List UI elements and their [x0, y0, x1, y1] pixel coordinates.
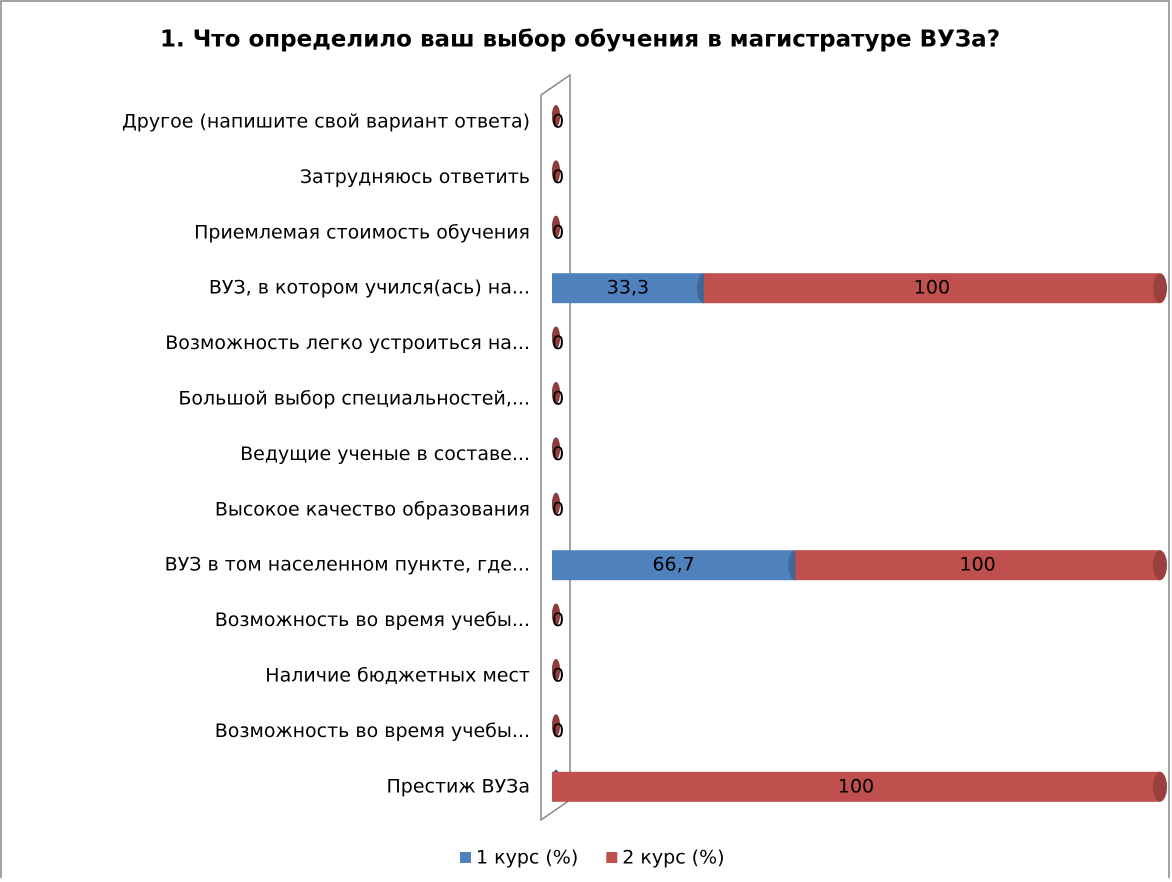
category-label: Возможность легко устроиться на... — [165, 332, 530, 354]
data-label: 0 — [552, 498, 564, 520]
bar-end — [552, 326, 560, 349]
bar-end — [552, 382, 560, 404]
category-label: Высокое качество образования — [215, 498, 530, 520]
data-label: 0 — [552, 111, 564, 133]
bar-end — [552, 492, 560, 515]
bar — [552, 771, 1160, 802]
data-label: 0 — [552, 332, 564, 354]
bar-end — [1153, 273, 1167, 304]
category-label: Возможность во время учебы... — [215, 609, 530, 631]
bar-end — [552, 659, 560, 681]
data-label: 0 — [552, 388, 564, 410]
category-label: Приемлемая стоимость обучения — [194, 221, 530, 243]
data-label: 66,7 — [652, 554, 694, 576]
category-label: ВУЗ, в котором учился(ась) на... — [209, 277, 530, 299]
category-label: Большой выбор специальностей,... — [178, 388, 530, 410]
bar-end — [552, 714, 560, 737]
category-label: Возможность во время учебы... — [215, 720, 530, 742]
category-label: Наличие бюджетных мест — [265, 665, 530, 687]
bar-end — [1153, 550, 1167, 581]
category-label: Престиж ВУЗа — [387, 775, 531, 797]
data-label: 0 — [552, 665, 564, 687]
data-label: 100 — [914, 277, 950, 299]
data-label: 100 — [838, 775, 874, 797]
bar-end — [1153, 771, 1167, 802]
data-label: 0 — [552, 609, 564, 631]
bar-end — [552, 215, 560, 238]
legend-swatch — [460, 852, 471, 863]
bar-end — [552, 105, 560, 127]
category-label: Ведущие ученые в составе... — [240, 443, 530, 465]
category-label: Затрудняюсь ответить — [300, 166, 530, 188]
bar — [703, 273, 1160, 304]
legend-label: 1 курс (%) — [476, 847, 578, 869]
data-label: 0 — [552, 221, 564, 243]
bar — [552, 273, 704, 304]
category-label: ВУЗ в том населенном пункте, где... — [165, 554, 530, 576]
bar-end — [552, 437, 560, 460]
data-label: 0 — [552, 166, 564, 188]
bar — [795, 550, 1160, 581]
legend-swatch — [606, 852, 618, 863]
chart-title: 1. Что определило ваш выбор обучения в м… — [160, 27, 1000, 53]
data-label: 0 — [552, 443, 564, 465]
data-label: 100 — [960, 554, 996, 576]
data-label: 33,3 — [607, 277, 649, 299]
category-label: Другое (напишите свой вариант ответа) — [122, 111, 530, 133]
legend-label: 2 курс (%) — [622, 847, 724, 869]
bar-end — [552, 160, 560, 183]
bar — [552, 550, 796, 581]
data-label: 0 — [552, 720, 564, 742]
bar-end — [552, 603, 560, 626]
